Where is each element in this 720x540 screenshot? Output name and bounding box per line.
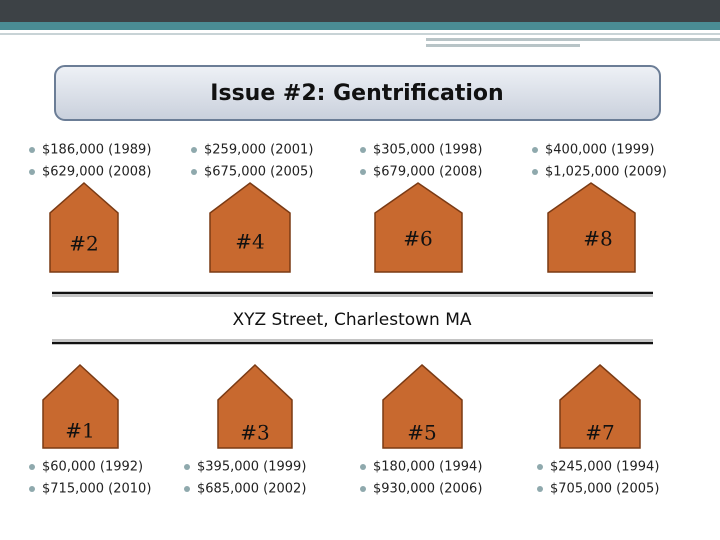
house-label: #3 (240, 421, 269, 445)
bullet (360, 464, 366, 470)
bullet (184, 486, 190, 492)
price: $180,000 (1994) (373, 460, 482, 475)
price: $930,000 (2006) (373, 482, 482, 497)
price: $705,000 (2005) (550, 482, 659, 497)
bullet (360, 486, 366, 492)
price: $629,000 (2008) (42, 165, 151, 180)
price: $675,000 (2005) (204, 165, 313, 180)
house-label: #8 (583, 227, 612, 251)
bullet (29, 464, 35, 470)
price: $685,000 (2002) (197, 482, 306, 497)
house (217, 363, 293, 449)
price: $679,000 (2008) (373, 165, 482, 180)
bullet (537, 486, 543, 492)
price-list: $60,000 (1992) $715,000 (2010) $395,000 … (29, 460, 659, 497)
house-label: #4 (235, 230, 264, 254)
bullet (360, 147, 366, 153)
price: $1,025,000 (2009) (545, 165, 667, 180)
house (209, 182, 291, 273)
bullet (184, 464, 190, 470)
bullet (532, 147, 538, 153)
price: $305,000 (1998) (373, 143, 482, 158)
top-bar (0, 0, 720, 22)
house-label: #7 (585, 421, 614, 445)
bullet (537, 464, 543, 470)
price: $60,000 (1992) (42, 460, 143, 475)
house-label: #1 (65, 419, 94, 443)
bullet (191, 169, 197, 175)
house (42, 363, 119, 449)
price: $245,000 (1994) (550, 460, 659, 475)
bullet (191, 147, 197, 153)
price: $186,000 (1989) (42, 143, 151, 158)
price: $395,000 (1999) (197, 460, 306, 475)
house (374, 182, 463, 273)
house-label: #2 (69, 232, 98, 256)
bullet (29, 486, 35, 492)
price: $400,000 (1999) (545, 143, 654, 158)
house-label: #6 (403, 227, 432, 251)
rule (426, 44, 580, 47)
accent-bar (0, 22, 720, 30)
street-name: XYZ Street, Charlestown MA (232, 310, 471, 330)
price: $259,000 (2001) (204, 143, 313, 158)
rule (426, 38, 720, 41)
house (547, 182, 636, 273)
bullet (360, 169, 366, 175)
price-list: $186,000 (1989) $629,000 (2008) $259,000… (29, 143, 667, 180)
bullet (29, 147, 35, 153)
house (49, 181, 119, 273)
bullet (29, 169, 35, 175)
title: Issue #2: Gentrification (210, 81, 503, 106)
house (382, 363, 463, 449)
price: $715,000 (2010) (42, 482, 151, 497)
house (559, 364, 641, 449)
title-box (54, 65, 661, 121)
bullet (532, 169, 538, 175)
house-label: #5 (407, 421, 436, 445)
